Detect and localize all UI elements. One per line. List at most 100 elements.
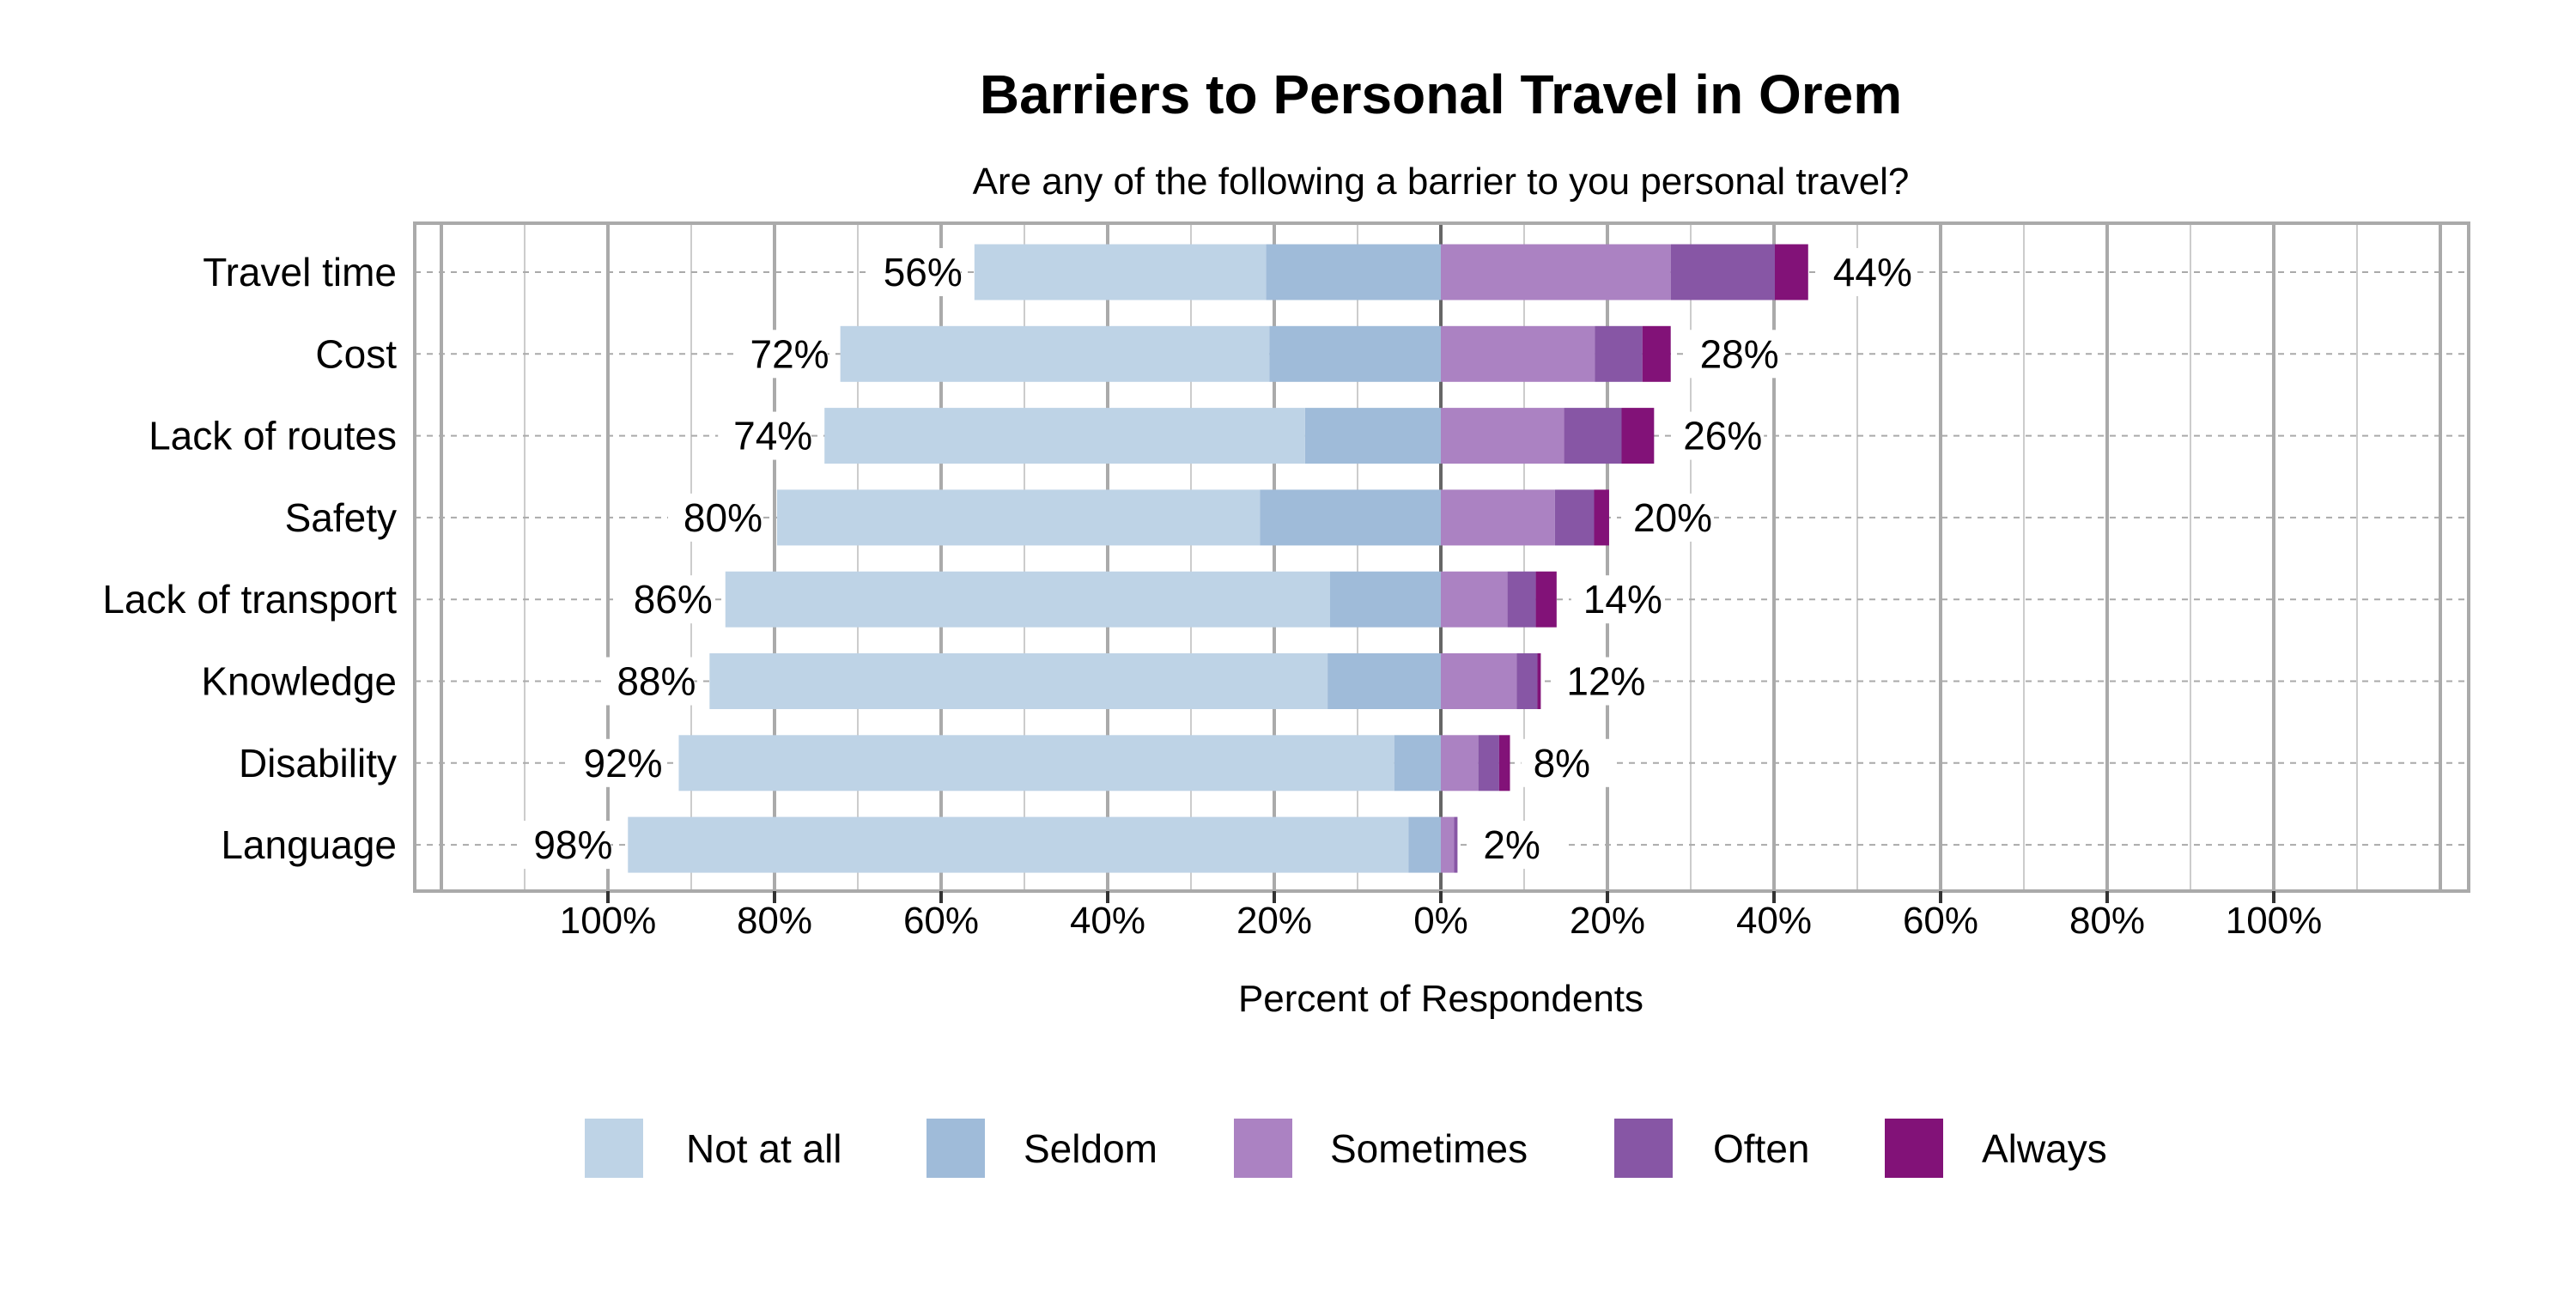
category-label: Language xyxy=(221,822,397,867)
bar-always xyxy=(1774,244,1808,300)
label-background xyxy=(718,411,811,460)
category-label: Cost xyxy=(315,331,397,376)
bar-often xyxy=(1507,571,1536,628)
bar-not-at-all xyxy=(840,325,1270,382)
bar-not-at-all xyxy=(725,571,1330,628)
left-total-label: 80% xyxy=(683,495,762,540)
y-axis: Travel time Cost Lack of routes Safety Lack … xyxy=(102,250,397,867)
bar-sometimes xyxy=(1441,735,1479,792)
label-background xyxy=(568,738,661,787)
label-background xyxy=(867,248,961,296)
bar-often xyxy=(1478,735,1499,792)
right-total-label: 28% xyxy=(1700,331,1779,376)
category-label: Travel time xyxy=(203,250,397,294)
bar-seldom xyxy=(1260,489,1441,546)
bar-not-at-all xyxy=(824,408,1305,464)
bar-always xyxy=(1535,571,1557,628)
right-total-label: 14% xyxy=(1583,577,1662,622)
legend-swatch-seldom xyxy=(927,1119,985,1178)
right-total-label: 8% xyxy=(1534,741,1590,786)
x-tick-label: 60% xyxy=(903,900,979,942)
bar-not-at-all xyxy=(974,244,1267,300)
category-label: Disability xyxy=(239,741,397,786)
bar-not-at-all xyxy=(628,816,1409,873)
label-background xyxy=(1571,575,1664,624)
bar-always xyxy=(1498,735,1510,792)
bar-sometimes xyxy=(1441,816,1455,873)
bar-always xyxy=(1594,489,1609,546)
bar-seldom xyxy=(1394,735,1441,792)
category-label: Safety xyxy=(285,495,397,540)
bar-always xyxy=(1642,325,1671,382)
bar-not-at-all xyxy=(678,735,1394,792)
x-axis-label: Percent of Respondents xyxy=(1238,978,1643,1020)
x-tick-label: 40% xyxy=(1070,900,1145,942)
right-total-label: 12% xyxy=(1566,659,1645,704)
legend: Not at all Seldom Sometimes Often Always xyxy=(585,1119,2107,1178)
legend-label: Sometimes xyxy=(1330,1126,1528,1171)
right-total-label: 20% xyxy=(1633,495,1712,540)
bar-sometimes xyxy=(1441,408,1564,464)
label-background xyxy=(1671,411,1765,460)
bar-sometimes xyxy=(1441,489,1555,546)
label-background xyxy=(1621,493,1714,542)
bar-seldom xyxy=(1304,408,1441,464)
x-tick-label: 40% xyxy=(1736,900,1812,942)
bar-not-at-all xyxy=(709,653,1328,709)
bar-seldom xyxy=(1266,244,1441,300)
category-label: Lack of transport xyxy=(102,577,397,622)
bar-often xyxy=(1554,489,1595,546)
left-total-label: 72% xyxy=(750,331,829,376)
label-background xyxy=(1521,738,1614,787)
legend-swatch-always xyxy=(1885,1119,1943,1178)
label-background xyxy=(1820,248,1914,296)
bar-always xyxy=(1621,408,1655,464)
left-total-label: 88% xyxy=(617,659,696,704)
bar-often xyxy=(1516,653,1538,709)
left-total-label: 92% xyxy=(584,741,663,786)
label-background xyxy=(617,575,711,624)
x-axis: 100% 80% 60% 40% 20% 0% 20% 40% 60% 80% 100% xyxy=(560,891,2323,942)
category-label: Knowledge xyxy=(201,659,397,704)
legend-label: Always xyxy=(1982,1126,2107,1171)
label-background xyxy=(668,493,761,542)
bar-often xyxy=(1595,325,1643,382)
bars xyxy=(628,244,1808,873)
category-label: Lack of routes xyxy=(149,414,397,458)
left-total-label: 98% xyxy=(533,822,612,867)
x-tick-label: 80% xyxy=(737,900,812,942)
x-tick-label: 0% xyxy=(1413,900,1468,942)
chart-subtitle: Are any of the following a barrier to yo… xyxy=(973,161,1910,203)
right-total-label: 44% xyxy=(1833,250,1912,294)
chart-title: Barriers to Personal Travel in Orem xyxy=(980,64,1902,125)
legend-swatch-often xyxy=(1614,1119,1673,1178)
bar-seldom xyxy=(1329,571,1441,628)
bar-often xyxy=(1670,244,1775,300)
label-background xyxy=(518,821,611,870)
bar-not-at-all xyxy=(776,489,1261,546)
legend-swatch-not-at-all xyxy=(585,1119,643,1178)
label-background xyxy=(734,330,828,379)
bar-sometimes xyxy=(1441,244,1671,300)
legend-swatch-sometimes xyxy=(1234,1119,1292,1178)
bar-sometimes xyxy=(1441,325,1595,382)
x-tick-label: 20% xyxy=(1570,900,1645,942)
bar-often xyxy=(1564,408,1622,464)
x-tick-label: 100% xyxy=(2226,900,2323,942)
x-tick-label: 60% xyxy=(1903,900,1978,942)
bar-seldom xyxy=(1327,653,1441,709)
bar-sometimes xyxy=(1441,653,1517,709)
bar-seldom xyxy=(1408,816,1441,873)
right-total-label: 2% xyxy=(1483,822,1540,867)
label-background xyxy=(1687,330,1781,379)
label-background xyxy=(601,657,695,706)
legend-label: Often xyxy=(1713,1126,1810,1171)
right-total-label: 26% xyxy=(1683,414,1762,458)
bar-always xyxy=(1537,653,1541,709)
value-labels: 56% 44% 72% 28% 74% 26% 80% 20% 86% 14% 88% 12% 92% 8… xyxy=(518,248,1914,870)
legend-label: Not at all xyxy=(686,1126,842,1171)
bar-seldom xyxy=(1269,325,1441,382)
bar-often xyxy=(1454,816,1458,873)
left-total-label: 86% xyxy=(634,577,713,622)
